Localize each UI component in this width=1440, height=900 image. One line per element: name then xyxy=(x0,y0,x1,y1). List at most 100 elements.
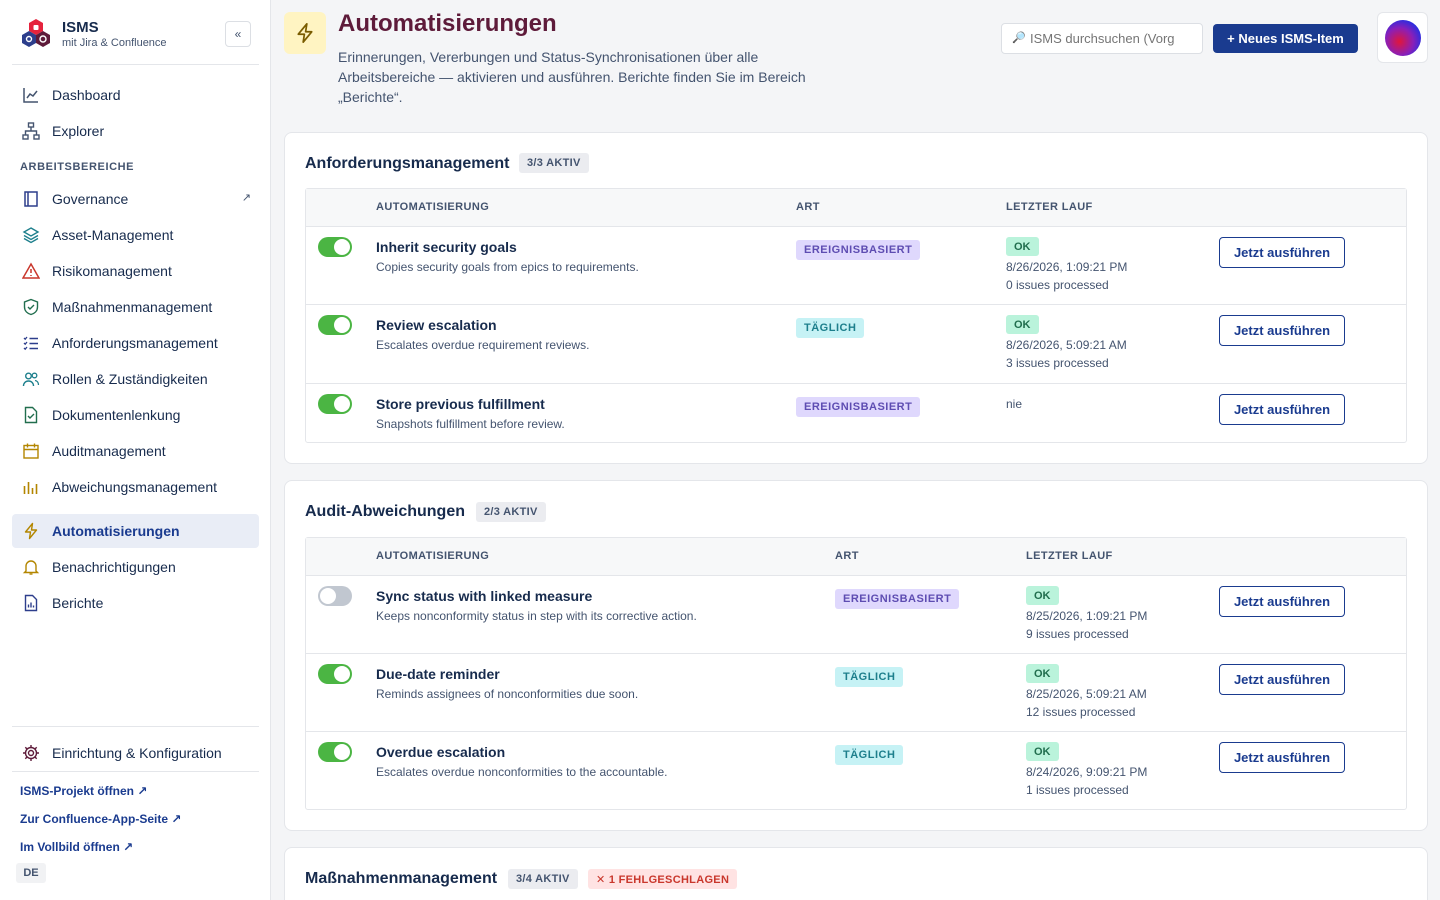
last-run-date: 8/25/2026, 5:09:21 AM xyxy=(1026,687,1147,701)
type-badge: EREIGNISBASIERT xyxy=(835,589,960,609)
user-menu[interactable] xyxy=(1377,12,1428,63)
nav-item-dashboard[interactable]: Dashboard xyxy=(12,78,259,112)
confluence-app-page-link[interactable]: Zur Confluence-App-Seite ↗ xyxy=(20,812,182,826)
nav-item-governance[interactable]: Governance ↗ xyxy=(12,182,259,216)
new-isms-item-button[interactable]: + Neues ISMS-Item xyxy=(1213,24,1358,53)
type-badge: EREIGNISBASIERT xyxy=(796,240,921,260)
nav-label: Governance xyxy=(52,191,129,207)
open-isms-project-link[interactable]: ISMS-Projekt öffnen ↗ xyxy=(20,784,148,798)
book-icon xyxy=(24,191,38,207)
nav-item-explorer[interactable]: Explorer xyxy=(12,114,259,148)
automation-toggle[interactable] xyxy=(318,237,352,257)
run-now-button[interactable]: Jetzt ausführen xyxy=(1219,237,1345,268)
table-row: Due-date reminder Reminds assignees of n… xyxy=(306,654,1406,732)
automation-name: Inherit security goals xyxy=(376,239,517,255)
calendar-icon xyxy=(23,443,39,459)
column-header-last-run: LETZTER LAUF xyxy=(1026,550,1113,562)
section-label-workspaces: ARBEITSBEREICHE xyxy=(20,161,135,173)
table-header: AUTOMATISIERUNG ART LETZTER LAUF xyxy=(306,189,1406,227)
run-now-button[interactable]: Jetzt ausführen xyxy=(1219,742,1345,773)
last-run-none: nie xyxy=(1006,397,1023,411)
bar-chart-icon xyxy=(23,482,38,494)
section-title: Maßnahmenmanagement xyxy=(305,870,498,887)
nav-label: Abweichungsmanagement xyxy=(52,479,217,495)
nav-label: Maßnahmenmanagement xyxy=(52,299,213,315)
language-switch[interactable]: DE xyxy=(16,863,46,883)
automation-section-measures: Maßnahmenmanagement 3/4 AKTIV ✕ 1 FEHLGE… xyxy=(284,847,1428,900)
chart-line-icon xyxy=(23,88,38,103)
last-run-date: 8/26/2026, 5:09:21 AM xyxy=(1006,338,1127,352)
nav-item-document-control[interactable]: Dokumentenlenkung xyxy=(12,398,259,432)
warning-icon xyxy=(22,262,40,279)
nav-label: Auditmanagement xyxy=(52,443,166,459)
automation-toggle[interactable] xyxy=(318,742,352,762)
nav-label: Anforderungsmanagement xyxy=(52,335,218,351)
nav-item-requirements-management[interactable]: Anforderungsmanagement xyxy=(12,326,259,360)
automation-description: Snapshots fulfillment before review. xyxy=(376,417,565,431)
layers-icon xyxy=(22,227,40,244)
automation-toggle[interactable] xyxy=(318,586,352,606)
brand-title: ISMS xyxy=(62,19,99,36)
failed-count-badge: ✕ 1 FEHLGESCHLAGEN xyxy=(588,869,738,889)
active-count-badge: 2/3 AKTIV xyxy=(476,502,546,522)
open-fullscreen-link[interactable]: Im Vollbild öffnen ↗ xyxy=(20,840,134,854)
nav-item-reports[interactable]: Berichte xyxy=(12,586,259,620)
status-badge: OK xyxy=(1026,664,1059,683)
nav-label: Benachrichtigungen xyxy=(52,559,176,575)
table-row: Inherit security goals Copies security g… xyxy=(306,227,1406,305)
table-row: Review escalation Escalates overdue requ… xyxy=(306,305,1406,384)
active-count-badge: 3/3 AKTIV xyxy=(519,153,589,173)
run-now-button[interactable]: Jetzt ausführen xyxy=(1219,664,1345,695)
nav-label: Einrichtung & Konfiguration xyxy=(52,745,222,761)
nav-item-measure-management[interactable]: Maßnahmenmanagement xyxy=(12,290,259,324)
nav-item-nonconformity-management[interactable]: Abweichungsmanagement xyxy=(12,470,259,504)
status-badge: OK xyxy=(1026,586,1059,605)
nav-item-risk-management[interactable]: Risikomanagement xyxy=(12,254,259,288)
nav-item-setup-configuration[interactable]: Einrichtung & Konfiguration xyxy=(12,736,259,770)
status-badge: OK xyxy=(1006,237,1039,256)
shield-check-icon xyxy=(23,298,39,316)
automation-toggle[interactable] xyxy=(318,664,352,684)
sidebar: ISMS mit Jira & Confluence « Dashboard E… xyxy=(0,0,271,900)
run-now-button[interactable]: Jetzt ausführen xyxy=(1219,586,1345,617)
nav-item-notifications[interactable]: Benachrichtigungen xyxy=(12,550,259,584)
search-icon: 🔎 xyxy=(1012,32,1026,44)
collapse-sidebar-button[interactable]: « xyxy=(225,21,251,47)
active-count-badge: 3/4 AKTIV xyxy=(508,869,578,889)
automation-name: Overdue escalation xyxy=(376,744,506,760)
automation-name: Due-date reminder xyxy=(376,666,500,682)
run-now-button[interactable]: Jetzt ausführen xyxy=(1219,394,1345,425)
table-row: Sync status with linked measure Keeps no… xyxy=(306,576,1406,654)
nav-item-asset-management[interactable]: Asset-Management xyxy=(12,218,259,252)
type-badge: TÄGLICH xyxy=(796,318,865,338)
brand: ISMS mit Jira & Confluence xyxy=(20,17,260,53)
search-input[interactable] xyxy=(1030,31,1190,46)
avatar[interactable] xyxy=(1385,20,1421,56)
automation-name: Sync status with linked measure xyxy=(376,588,593,604)
checklist-icon xyxy=(23,336,38,351)
hierarchy-icon xyxy=(22,122,40,140)
lightning-icon xyxy=(24,522,38,540)
nav-label: Rollen & Zuständigkeiten xyxy=(52,371,208,387)
last-run-count: 12 issues processed xyxy=(1026,705,1136,719)
nav-item-roles[interactable]: Rollen & Zuständigkeiten xyxy=(12,362,259,396)
last-run-count: 1 issues processed xyxy=(1026,783,1129,797)
nav-item-automations[interactable]: Automatisierungen xyxy=(12,514,259,548)
section-title: Anforderungsmanagement xyxy=(305,155,510,172)
bell-icon xyxy=(22,560,40,575)
automation-toggle[interactable] xyxy=(318,315,352,335)
nav-label: Risikomanagement xyxy=(52,263,172,279)
automation-toggle[interactable] xyxy=(318,394,352,414)
automation-section-audit-nonconformities: Audit-Abweichungen 2/3 AKTIV AUTOMATISIE… xyxy=(284,480,1428,831)
nav-item-audit-management[interactable]: Auditmanagement xyxy=(12,434,259,468)
table-row: Store previous fulfillment Snapshots ful… xyxy=(306,384,1406,443)
automation-description: Copies security goals from epics to requ… xyxy=(376,260,639,274)
run-now-button[interactable]: Jetzt ausführen xyxy=(1219,315,1345,346)
status-badge: OK xyxy=(1026,742,1059,761)
nav-label: Dashboard xyxy=(52,87,121,103)
type-badge: EREIGNISBASIERT xyxy=(796,397,921,417)
last-run-count: 3 issues processed xyxy=(1006,356,1109,370)
search-box[interactable]: 🔎 xyxy=(1001,23,1203,54)
sidebar-divider xyxy=(12,64,259,65)
last-run-count: 0 issues processed xyxy=(1006,278,1109,292)
